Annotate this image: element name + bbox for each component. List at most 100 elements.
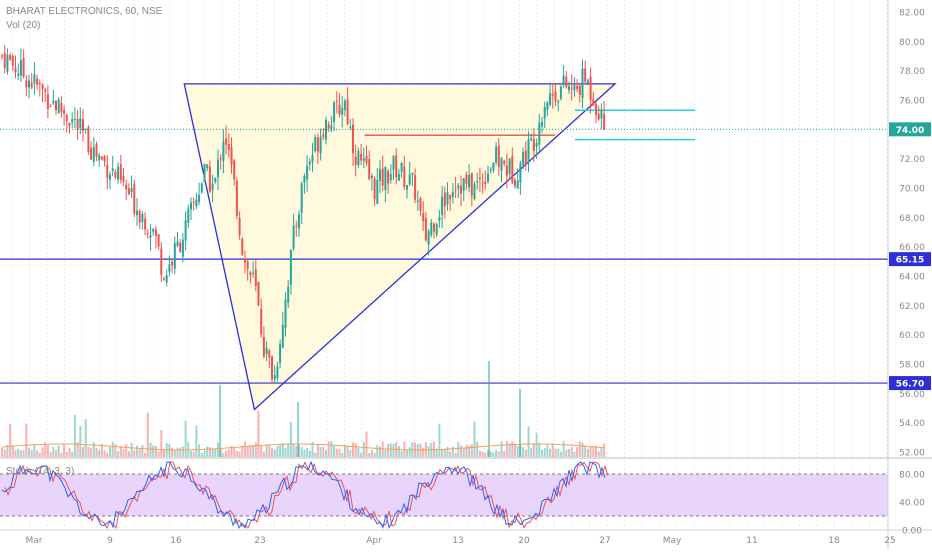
candle-body: [511, 156, 514, 183]
price-tick-label: 68.00: [899, 214, 925, 224]
candle-body: [465, 174, 468, 184]
candle-body: [60, 102, 63, 113]
candle-body: [22, 57, 25, 77]
time-tick-label: 9: [107, 536, 113, 546]
candle-body: [503, 160, 506, 164]
volume-bar: [322, 446, 325, 457]
candle-body: [222, 141, 225, 161]
volume-bar: [160, 429, 163, 457]
candle-body: [354, 156, 357, 165]
candle-body: [343, 100, 346, 111]
candle-body: [19, 60, 22, 76]
candle-body: [435, 224, 438, 235]
candle-body: [63, 110, 66, 114]
candle-body: [586, 80, 589, 84]
candle-body: [330, 125, 333, 129]
candle-body: [138, 211, 141, 223]
volume-bar: [500, 441, 503, 457]
volume-bar: [82, 446, 84, 457]
candle-body: [387, 171, 390, 184]
candle-body: [179, 242, 182, 253]
candle-body: [376, 179, 379, 204]
volume-bar: [308, 450, 311, 457]
price-tick-label: 80.00: [899, 38, 925, 48]
candle-body: [136, 210, 138, 216]
volume-bar: [557, 448, 560, 457]
candle-body: [476, 181, 479, 183]
volume-bar: [508, 443, 511, 457]
volume-bar: [532, 443, 535, 457]
candle-body: [160, 248, 163, 275]
candle-body: [149, 235, 152, 238]
volume-bar: [173, 450, 176, 457]
volume-spike: [297, 402, 299, 457]
volume-bar: [208, 447, 211, 457]
price-label-box: [889, 376, 931, 391]
candle-body: [141, 214, 144, 222]
candle-body: [206, 164, 209, 169]
volume-bar: [106, 452, 109, 457]
candle-body: [316, 137, 319, 152]
candle-body: [311, 155, 314, 163]
candle-body: [114, 172, 117, 178]
volume-bar: [211, 449, 214, 457]
candle-body: [6, 55, 9, 72]
candle-body: [570, 87, 573, 89]
volume-bar: [146, 412, 149, 457]
candle-body: [600, 109, 603, 119]
candle-body: [190, 202, 192, 210]
price-label-text: 56.70: [896, 380, 924, 390]
candle-body: [49, 106, 52, 108]
volume-bar: [227, 449, 230, 457]
volume-bar: [235, 451, 238, 457]
volume-bar: [57, 445, 60, 457]
candle-body: [505, 165, 508, 176]
candle-body: [71, 119, 74, 123]
volume-spike: [519, 389, 521, 457]
candle-body: [397, 174, 400, 181]
candle-body: [281, 324, 284, 348]
candle-body: [538, 122, 541, 145]
volume-bar: [470, 444, 473, 457]
time-tick-label: 27: [599, 536, 610, 546]
candle-body: [208, 166, 211, 192]
volume-bar: [341, 452, 344, 457]
volume-bar: [370, 450, 373, 457]
volume-bar: [36, 450, 39, 457]
candle-body: [217, 159, 219, 178]
volume-bar: [90, 448, 93, 457]
volume-bar: [100, 444, 103, 457]
volume-bar: [154, 445, 157, 457]
volume-bar: [433, 441, 435, 457]
volume-bar: [41, 447, 44, 457]
volume-bar: [141, 445, 144, 457]
volume-bar: [284, 447, 287, 457]
volume-bar: [138, 449, 141, 457]
volume-bar: [79, 425, 82, 457]
candle-body: [360, 153, 363, 161]
candle-body: [92, 146, 95, 162]
candle-body: [241, 238, 244, 255]
volume-bar: [3, 449, 6, 457]
candle-body: [595, 103, 597, 115]
volume-bar: [457, 441, 460, 457]
candle-body: [36, 78, 39, 85]
candle-body: [303, 175, 306, 183]
volume-bar: [103, 450, 106, 457]
volume-bar: [333, 444, 336, 457]
candle-body: [82, 119, 84, 132]
candle-body: [41, 84, 44, 90]
candle-body: [451, 191, 454, 197]
candle-body: [584, 68, 587, 82]
candle-body: [146, 233, 149, 235]
candle-body: [262, 336, 265, 357]
candle-body: [214, 177, 217, 183]
volume-bar: [25, 423, 28, 457]
candle-body: [192, 201, 195, 203]
candle-body: [581, 68, 584, 98]
volume-bar: [327, 441, 330, 457]
candle-body: [400, 162, 403, 172]
candle-body: [52, 100, 55, 104]
